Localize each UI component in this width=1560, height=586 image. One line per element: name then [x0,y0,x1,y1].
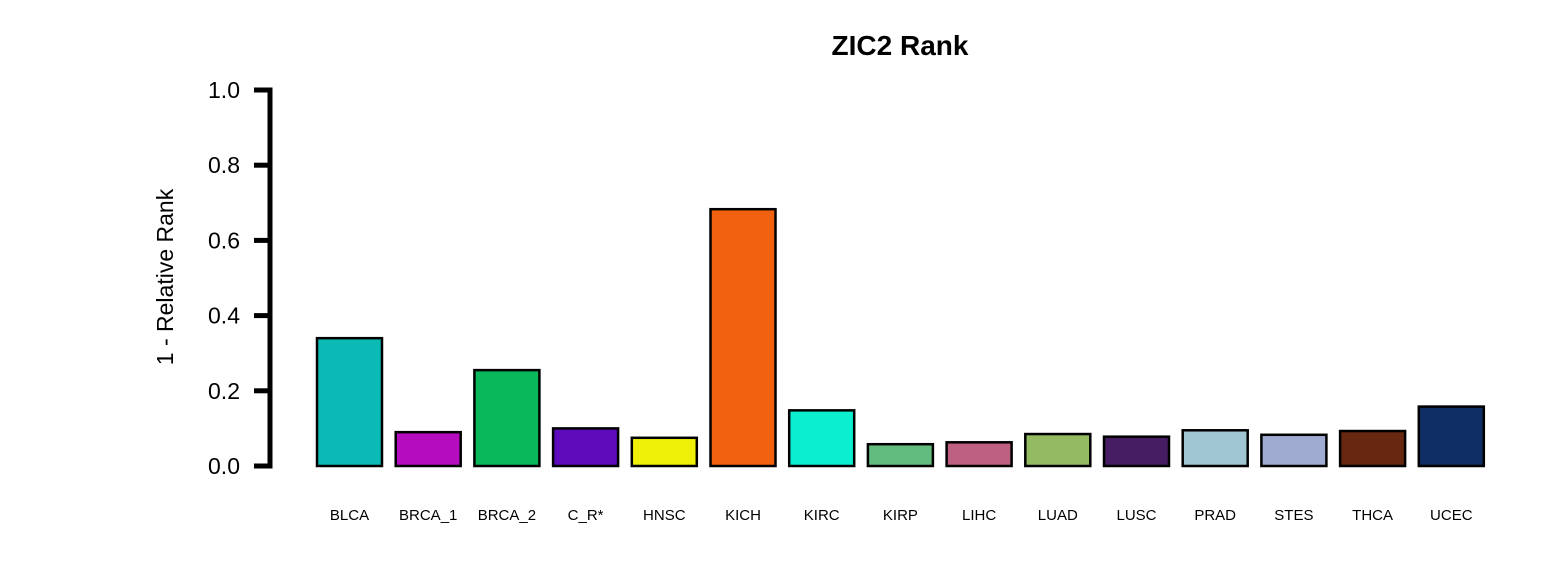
x-tick-label: THCA [1352,507,1393,524]
bar [315,336,384,468]
y-tick-label: 0.0 [208,453,240,479]
x-tick-label: BRCA_2 [478,507,536,524]
bar [1417,405,1486,468]
chart-title: ZIC2 Rank [832,30,969,61]
bar [1260,433,1328,468]
bar [866,442,935,468]
x-tick-label: BRCA_1 [399,507,457,524]
x-tick-label: STES [1274,507,1313,524]
y-tick-label: 1.0 [208,77,240,103]
bar [709,207,777,468]
x-tick-label: BLCA [330,507,369,524]
x-tick-label: PRAD [1194,507,1236,524]
bars [315,207,1486,468]
bar [630,436,699,468]
x-tick-label: C_R* [568,507,604,524]
bar [787,409,856,468]
bar [473,368,541,468]
x-tick-label: LUAD [1038,507,1078,524]
y-tick-label: 0.6 [208,227,240,253]
bar [394,430,462,468]
y-axis: 0.0 0.2 0.4 0.6 0.8 1.0 [208,77,273,479]
bar [1024,432,1092,468]
bar [1181,429,1249,468]
bar [1102,435,1171,468]
x-tick-labels: BLCA BRCA_1 BRCA_2 C_R* HNSC KICH KIRC KIRP LIHC… [330,507,1473,524]
x-tick-label: UCEC [1430,507,1473,524]
x-tick-label: KICH [725,507,761,524]
y-tick-label: 0.2 [208,378,240,404]
bar [945,441,1013,468]
y-axis-label: 1 - Relative Rank [152,188,178,365]
y-tick-label: 0.8 [208,152,240,178]
x-tick-label: KIRP [883,507,918,524]
y-tick-label: 0.4 [208,303,240,329]
x-tick-label: LUSC [1116,507,1156,524]
bar [551,427,620,468]
bar [1338,429,1407,468]
x-tick-label: HNSC [643,507,686,524]
x-tick-label: LIHC [962,507,996,524]
x-tick-label: KIRC [804,507,840,524]
